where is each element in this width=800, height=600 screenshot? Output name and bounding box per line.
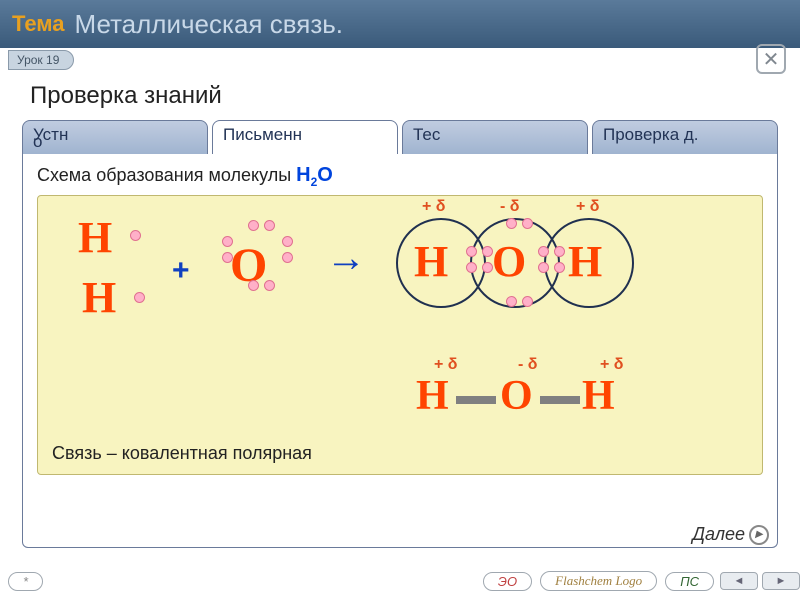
lesson-tag: Урок 19 (8, 50, 74, 70)
bond-line (540, 396, 580, 404)
atom-h2: Н (82, 272, 116, 323)
electron (134, 292, 145, 303)
electron (538, 262, 549, 273)
electron (482, 246, 493, 257)
electron (522, 296, 533, 307)
arrow-icon: → (326, 236, 366, 281)
electron (482, 262, 493, 273)
electron (130, 230, 141, 241)
tab-label-wrap: о (33, 132, 42, 152)
next-arrow-button[interactable]: ► (762, 572, 800, 590)
electron (264, 220, 275, 231)
play-icon: ▶ (749, 525, 769, 545)
bond-line (456, 396, 496, 404)
electron (222, 236, 233, 247)
tab-written[interactable]: Письменн (212, 120, 398, 154)
formula-atom: Н (416, 372, 449, 420)
lesson-bar: Урок 19 ✕ (0, 48, 800, 72)
logo-label: Flashchem Logo (540, 571, 657, 591)
ps-button[interactable]: ПС (665, 572, 714, 591)
electron (554, 262, 565, 273)
tab-homework[interactable]: Проверка д. (592, 120, 778, 154)
header-bar: Тема Металлическая связь. (0, 0, 800, 48)
scheme-prefix: Схема образования молекулы (37, 165, 291, 185)
charge-delta: - δ (500, 198, 519, 216)
electron (538, 246, 549, 257)
formula-atom: О (500, 372, 533, 420)
electron (264, 280, 275, 291)
footer-bar: * ЭО Flashchem Logo ПС ◄ ► (0, 568, 800, 594)
product-atom: Н (414, 236, 448, 287)
tab-label: Письменн (223, 125, 302, 144)
electron (282, 252, 293, 263)
electron (522, 218, 533, 229)
molecule-diagram: Связь – ковалентная полярная НН+О→НОН+ δ… (37, 195, 763, 475)
tab-label: Тес (413, 125, 440, 144)
scheme-text: Схема образования молекулы Н2О (37, 164, 763, 189)
nav-arrows: ◄ ► (720, 572, 800, 590)
tab-oral[interactable]: Устн о (22, 120, 208, 154)
bond-type-text: Связь – ковалентная полярная (52, 443, 312, 464)
electron (466, 246, 477, 257)
electron (554, 246, 565, 257)
electron (506, 218, 517, 229)
charge-delta: + δ (576, 198, 600, 216)
charge-delta: - δ (518, 356, 537, 374)
tab-label: Проверка д. (603, 125, 699, 144)
subtitle: Проверка знаний (0, 72, 800, 120)
electron (506, 296, 517, 307)
product-atom: Н (568, 236, 602, 287)
electron (222, 252, 233, 263)
charge-delta: + δ (422, 198, 446, 216)
tab-test[interactable]: Тес (402, 120, 588, 154)
tab-bar: Устн о Письменн Тес Проверка д. (0, 120, 800, 154)
charge-delta: + δ (434, 356, 458, 374)
electron (248, 280, 259, 291)
electron (282, 236, 293, 247)
close-button[interactable]: ✕ (756, 44, 786, 74)
eo-button[interactable]: ЭО (483, 572, 532, 591)
plus-icon: + (172, 254, 190, 288)
formula-atom: Н (582, 372, 615, 420)
electron (466, 262, 477, 273)
topic-label: Тема (12, 11, 65, 37)
content-panel: Схема образования молекулы Н2О Связь – к… (22, 154, 778, 548)
charge-delta: + δ (600, 356, 624, 374)
atom-h1: Н (78, 212, 112, 263)
next-button[interactable]: Далее ▶ (692, 524, 769, 545)
footnote-star[interactable]: * (8, 572, 43, 591)
formula-h2o: Н2О (296, 164, 333, 186)
electron (248, 220, 259, 231)
page-title: Металлическая связь. (75, 9, 344, 40)
product-atom: О (492, 236, 526, 287)
prev-arrow-button[interactable]: ◄ (720, 572, 758, 590)
next-label: Далее (692, 524, 745, 545)
